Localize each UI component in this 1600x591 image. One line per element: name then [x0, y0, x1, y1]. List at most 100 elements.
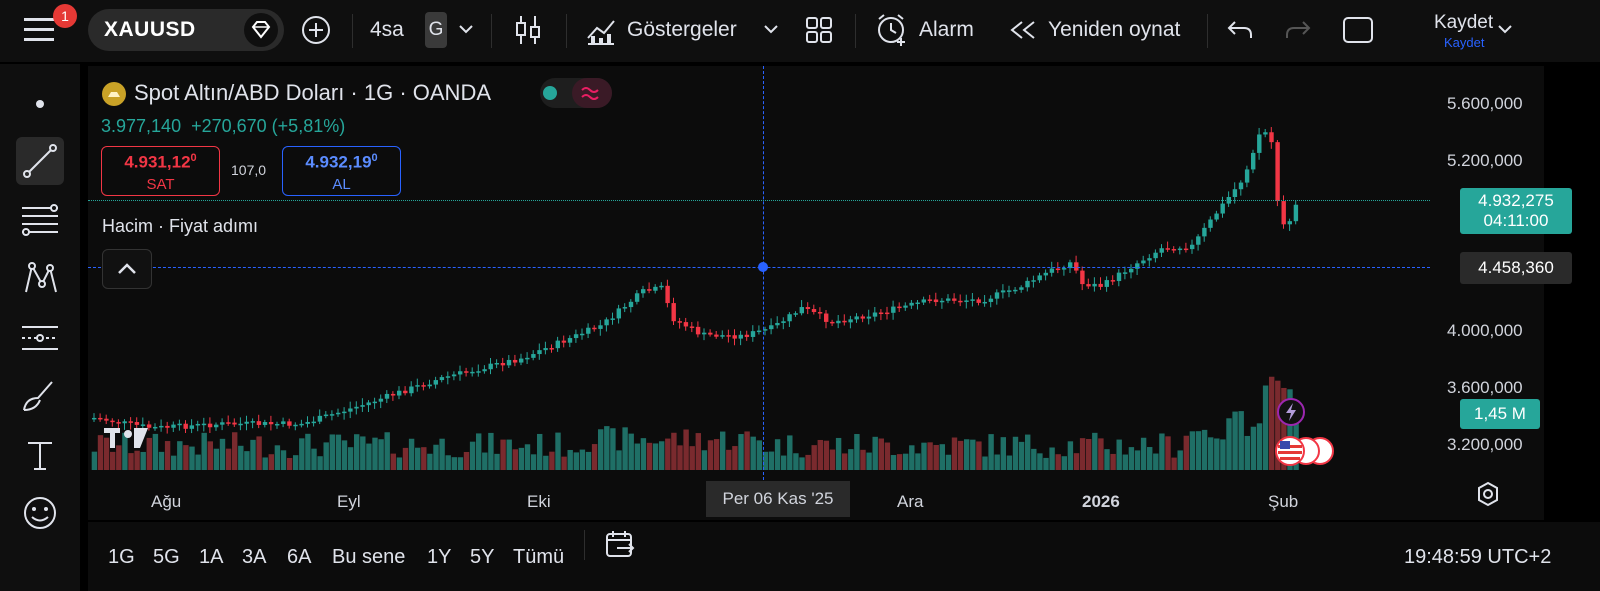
volume-bar [250, 439, 256, 470]
utc-clock[interactable]: 19:48:59 UTC+2 [1404, 546, 1552, 568]
volume-bar [494, 453, 500, 470]
candle-body [628, 301, 634, 308]
volume-bar [604, 426, 610, 470]
fib-retracement-icon[interactable] [16, 196, 64, 244]
volume-bar [335, 434, 342, 470]
range-all-button[interactable]: Tümü [513, 546, 565, 568]
candle-body [909, 302, 914, 306]
time-tick: Eyl [337, 492, 361, 511]
volume-bar [933, 444, 939, 470]
volume-bar [146, 437, 152, 470]
settings-gear-icon[interactable] [1474, 480, 1502, 508]
goto-date-icon[interactable] [603, 528, 637, 562]
candle-body [1049, 268, 1055, 273]
candle-body [872, 312, 878, 317]
add-symbol-icon[interactable] [301, 15, 331, 45]
chevron-down-icon[interactable] [762, 20, 780, 38]
alarm-button[interactable]: Alarm [919, 18, 974, 41]
candle-body [964, 300, 969, 302]
volume-bar [659, 441, 665, 470]
sell-button[interactable]: 4.931,120 SAT [101, 146, 220, 196]
chart-style-button[interactable]: G [425, 12, 447, 48]
diamond-icon[interactable] [244, 13, 278, 47]
volume-bar [713, 439, 720, 470]
candle-body [1281, 201, 1286, 225]
volume-bar [561, 456, 567, 470]
candle-body [134, 422, 140, 425]
range-6m-button[interactable]: 6A [287, 546, 312, 568]
emoji-icon[interactable] [16, 489, 64, 537]
volume-bar [1098, 438, 1104, 470]
lightning-event-icon[interactable] [1276, 397, 1306, 427]
price-axis[interactable] [1430, 66, 1544, 520]
range-ytd-button[interactable]: Bu sene [332, 546, 406, 568]
replay-icon[interactable] [1008, 18, 1038, 42]
chart-title[interactable]: Spot Altın/ABD Doları · 1G · OANDA [134, 80, 492, 105]
candle-body [1244, 169, 1250, 183]
volume-bar [1116, 439, 1122, 470]
candle-body [1116, 272, 1122, 282]
undo-icon[interactable] [1226, 18, 1254, 42]
text-tool-icon[interactable] [16, 431, 64, 479]
toolbar-divider [584, 530, 585, 560]
dot-cursor-icon[interactable] [16, 80, 64, 128]
replay-button[interactable]: Yeniden oynat [1048, 18, 1181, 41]
candle-body [848, 319, 853, 323]
range-1m-button[interactable]: 1A [199, 546, 224, 568]
range-1d-button[interactable]: 1G [108, 546, 135, 568]
redo-icon[interactable] [1284, 18, 1312, 42]
brush-icon[interactable] [16, 372, 64, 420]
alarm-clock-icon[interactable] [874, 12, 910, 48]
chevron-down-icon[interactable] [457, 20, 475, 38]
candle-body [793, 313, 798, 315]
range-1y-button[interactable]: 1Y [427, 546, 452, 568]
pattern-icon[interactable] [16, 254, 64, 302]
menu-icon[interactable] [24, 16, 56, 44]
indicators-icon[interactable] [585, 14, 617, 46]
volume-bar [1195, 431, 1202, 470]
volume-bar [1079, 438, 1086, 470]
volume-bar [372, 437, 378, 470]
volume-bar [158, 451, 165, 470]
volume-bar [915, 453, 921, 470]
candle-body [500, 363, 506, 366]
volume-bar [982, 456, 988, 470]
volume-bar [1128, 447, 1135, 470]
range-5y-button[interactable]: 5Y [470, 546, 495, 568]
candle-body [1171, 249, 1177, 251]
candle-body [458, 371, 463, 375]
market-status-pill[interactable] [540, 78, 612, 108]
indicators-button[interactable]: Göstergeler [627, 18, 737, 41]
symbol-name[interactable]: XAUUSD [104, 18, 196, 41]
candle-body [116, 422, 121, 424]
layouts-icon[interactable] [805, 16, 833, 44]
candle-body [244, 421, 249, 424]
volume-bar [488, 432, 494, 470]
volume-bar [1208, 437, 1214, 470]
candle-body [927, 299, 933, 301]
candles-icon[interactable] [514, 14, 542, 46]
forecast-icon[interactable] [16, 313, 64, 361]
candle-body [726, 335, 731, 337]
interval-button[interactable]: 4sa [370, 18, 404, 41]
volume-bar [774, 439, 781, 470]
buy-button[interactable]: 4.932,190 AL [282, 146, 401, 196]
trend-line-icon[interactable] [16, 137, 64, 185]
collapse-legend-button[interactable] [102, 249, 152, 289]
chevron-down-icon[interactable] [1496, 20, 1514, 38]
range-3m-button[interactable]: 3A [242, 546, 267, 568]
candle-body [512, 359, 518, 363]
us-flag-event-icon[interactable] [1272, 435, 1336, 467]
volume-bar [793, 453, 799, 470]
candle-body [781, 321, 786, 323]
volume-bar [616, 450, 622, 470]
volume-bar [683, 429, 689, 470]
volume-bar [512, 449, 518, 470]
volume-indicator-label[interactable]: Hacim · Fiyat adımı [102, 216, 259, 236]
toolbar-divider [1207, 14, 1208, 48]
save-button[interactable]: Kaydet [1434, 12, 1494, 33]
candle-body [836, 320, 841, 324]
fullscreen-box-icon[interactable] [1342, 14, 1374, 46]
range-5d-button[interactable]: 5G [153, 546, 180, 568]
